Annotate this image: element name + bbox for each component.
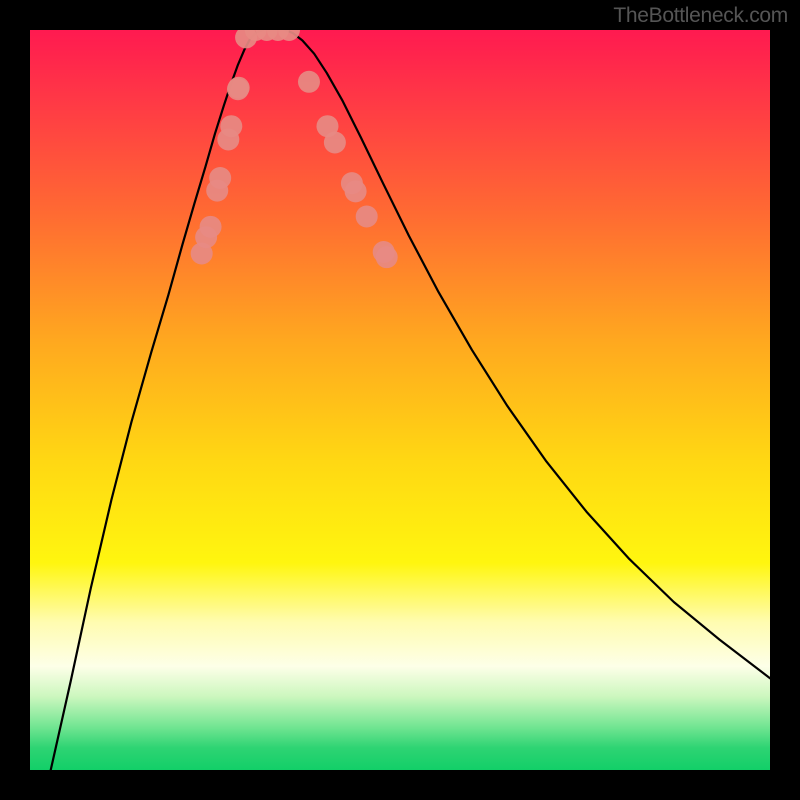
chart-svg-overlay xyxy=(30,30,770,770)
chart-marker xyxy=(356,205,378,227)
chart-marker xyxy=(228,77,250,99)
chart-curves-group xyxy=(51,30,770,770)
chart-marker xyxy=(345,180,367,202)
chart-plot-area xyxy=(30,30,770,770)
chart-marker xyxy=(200,216,222,238)
chart-marker xyxy=(376,246,398,268)
chart-right-branch xyxy=(285,30,770,678)
watermark-text: TheBottleneck.com xyxy=(613,4,788,28)
chart-marker xyxy=(298,71,320,93)
chart-marker xyxy=(209,167,231,189)
chart-marker xyxy=(220,115,242,137)
chart-marker xyxy=(324,131,346,153)
